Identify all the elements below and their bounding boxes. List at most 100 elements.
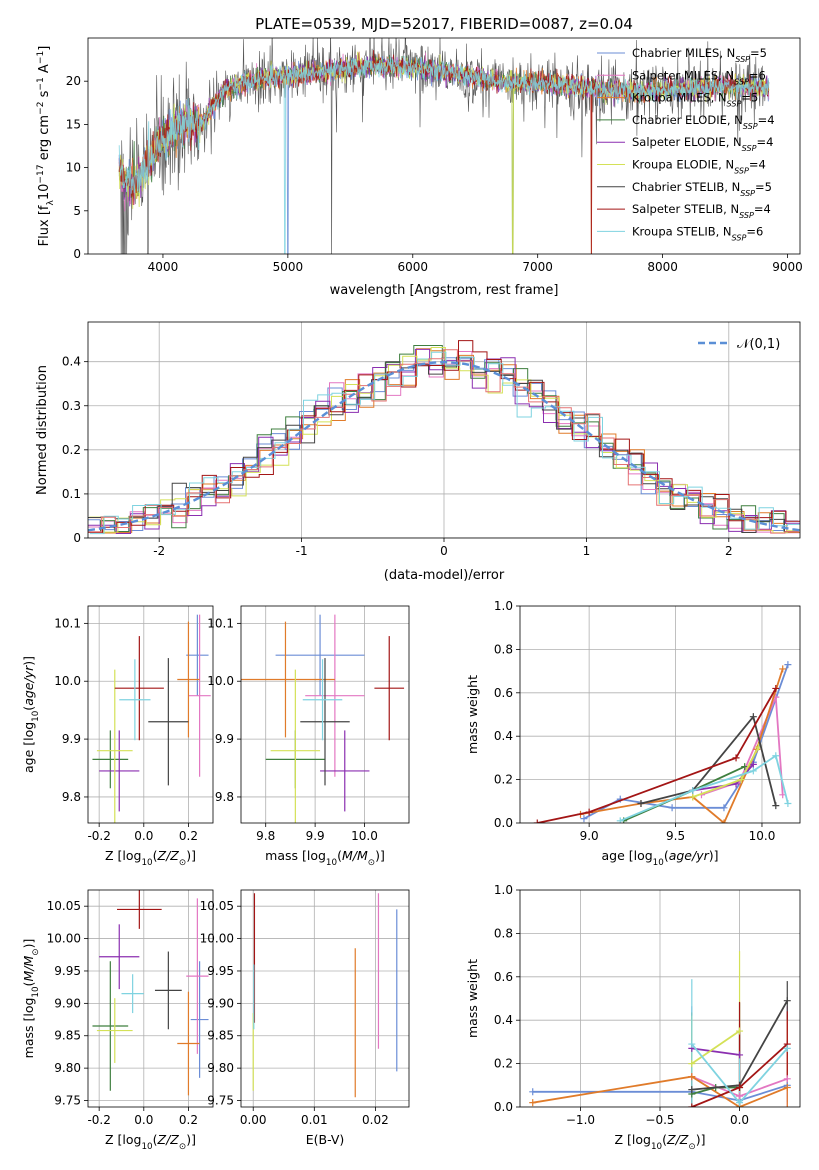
weight-marker [688,1060,696,1068]
y-axis-label: Flux [fλ10−17 erg cm−2 s−1 A−1] [36,46,56,247]
y-tick-label: 0 [73,531,81,545]
x-tick-label: 4000 [148,260,179,274]
y-tick-label: 9.90 [54,996,81,1010]
x-axis-label: age [log10(age/yr)] [601,848,718,868]
x-tick-label: 0.2 [179,1113,198,1127]
plot-area [88,890,213,1107]
x-axis-label: wavelength [Angstrom, rest frame] [330,283,559,298]
legend-entry: Salpeter MILES, NSSP=6 [632,68,766,86]
x-tick-label: 10.0 [749,829,776,843]
weight-marker [529,1088,537,1096]
y-tick-label: 10.05 [47,899,81,913]
data-point [114,636,164,741]
data-point [96,669,133,823]
weight-marker [688,1103,696,1107]
weight-marker [736,1099,744,1107]
weight-marker [772,684,780,692]
y-tick-label: 9.95 [207,964,234,978]
plot-area [118,38,770,254]
axes-frame [87,321,801,539]
chart-panel-4: 9.0 9.5 10.0 0.0 0.2 0.4 0.6 0.8 1.0 [494,599,801,843]
data-point [154,951,182,1030]
chart-panel-0: 4000 5000 6000 7000 8000 9000 0 5 10 15 20 Chabrier… [66,37,803,274]
weight-marker [736,1083,744,1091]
data-point [305,614,365,777]
x-tick-label: -0.2 [87,1113,110,1127]
weight-marker [637,799,645,807]
x-tick-label: 0.02 [362,1113,389,1127]
chart-panel-1: -2 -1 0 1 2 0 0.1 0.2 0.3 0.4 [62,321,801,558]
y-tick-label: 9.95 [54,964,81,978]
weight-series-line [640,714,777,806]
weight-marker [784,661,792,669]
y-tick-label: 9.75 [54,1094,81,1108]
y-tick-label: 0.4 [494,729,513,743]
y-tick-label: 0.8 [494,926,513,940]
weight-marker [616,817,624,823]
x-tick-label: 7000 [522,260,553,274]
data-point [186,614,209,696]
x-axis-label: Z [log10(Z/Z⊙)] [615,1132,706,1152]
x-tick-label: 0.00 [240,1113,267,1127]
axes-frame [519,605,801,824]
weight-marker [783,1044,791,1052]
x-axis-label: Z [log10(Z/Z⊙)] [105,1132,196,1152]
weight-marker [783,1075,791,1083]
y-tick-label: 9.9 [215,732,234,746]
x-tick-label: 9.8 [256,829,275,843]
plot-area [88,322,800,538]
x-tick-label: 10.0 [351,829,378,843]
chart-panel-5: -0.2 0.0 0.2 9.75 9.80 9.85 9.90 9.95 10.00 10.05 [47,889,214,1127]
x-tick-label: 9.9 [306,829,325,843]
weight-marker [688,1040,696,1048]
y-tick-label: 20 [66,74,81,88]
chart-panel-6: 0.00 0.01 0.02 9.75 9.80 9.85 9.90 9.95 10.00 10.… [200,889,410,1127]
y-tick-label: 9.8 [62,790,81,804]
data-point [188,614,211,777]
x-tick-label: 9.0 [580,829,599,843]
weight-marker [688,1086,696,1094]
weight-marker [749,713,757,721]
axes-frame [240,605,410,824]
data-point [99,730,140,812]
data-point [121,974,144,1014]
data-point [99,924,140,990]
legend: Chabrier MILES, NSSP=5 Salpeter MILES, NS… [597,46,775,242]
x-tick-label: -2 [153,544,165,558]
y-tick-label: 0.0 [494,1100,513,1114]
weight-series-line [532,1075,788,1107]
x-tick-label: 0.0 [730,1113,749,1127]
x-axis-label: E(B-V) [306,1132,345,1147]
weight-marker [689,786,697,794]
weight-marker [772,752,780,760]
chart-panel-2: -0.2 0.0 0.2 9.8 9.9 10.0 10.1 [54,605,214,843]
y-tick-label: 0.8 [494,642,513,656]
x-tick-label: 0.0 [134,829,153,843]
data-point [241,621,335,738]
weight-marker [720,819,728,823]
y-tick-label: 10.0 [54,674,81,688]
normal-reference-curve [88,360,800,532]
weight-marker [749,767,757,775]
y-tick-label: 10.00 [47,932,81,946]
y-axis-label: mass weight [465,959,480,1038]
weight-marker [784,799,792,807]
spectrum-line [118,55,770,254]
histogram-series [88,349,800,534]
x-tick-label: -1 [296,544,308,558]
weight-marker [783,997,791,1005]
legend-entry: Kroupa MILES, NSSP=5 [632,91,758,109]
y-tick-label: 9.85 [207,1029,234,1043]
weight-marker [736,1051,744,1059]
axes-frame [87,889,214,1108]
axes-frame [87,37,801,255]
x-tick-label: −0.5 [645,1113,674,1127]
y-axis-label: mass [log10(M/M⊙)] [21,939,41,1059]
x-tick-label: -0.2 [87,829,110,843]
x-tick-label: 0.01 [301,1113,328,1127]
y-tick-label: 15 [66,117,81,131]
x-tick-label: 5000 [273,260,304,274]
weight-marker [737,776,745,784]
y-tick-label: 9.80 [207,1061,234,1075]
